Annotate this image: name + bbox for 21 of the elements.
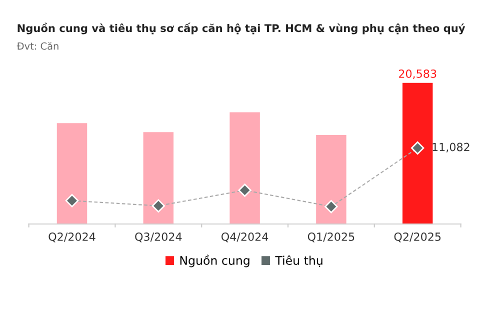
bar xyxy=(402,82,433,224)
chart-title: Nguồn cung và tiêu thụ sơ cấp căn hộ tại TP. HCM & vùng phụ cận theo quý xyxy=(18,22,466,34)
point xyxy=(411,141,424,155)
x-tick-label: Q3/2024 xyxy=(135,232,182,242)
bar xyxy=(56,123,88,224)
bar xyxy=(143,132,174,224)
x-tick-label: Q2/2025 xyxy=(394,232,441,242)
x-tick-label: Q2/2024 xyxy=(48,232,96,242)
chart-subtitle: Đvt: Căn xyxy=(16,42,58,50)
point xyxy=(65,194,79,208)
legend-label: Tiêu thụ xyxy=(275,255,322,267)
point xyxy=(324,200,338,214)
bar xyxy=(230,112,260,224)
data-label: 20,583 xyxy=(398,69,436,80)
point xyxy=(152,199,165,212)
data-label: 11,082 xyxy=(432,142,470,152)
x-tick-label: Q1/2025 xyxy=(308,232,354,242)
legend-label: Nguồn cung xyxy=(180,254,250,268)
point xyxy=(238,184,252,197)
x-tick-label: Q4/2024 xyxy=(222,232,268,242)
bar xyxy=(316,135,346,224)
